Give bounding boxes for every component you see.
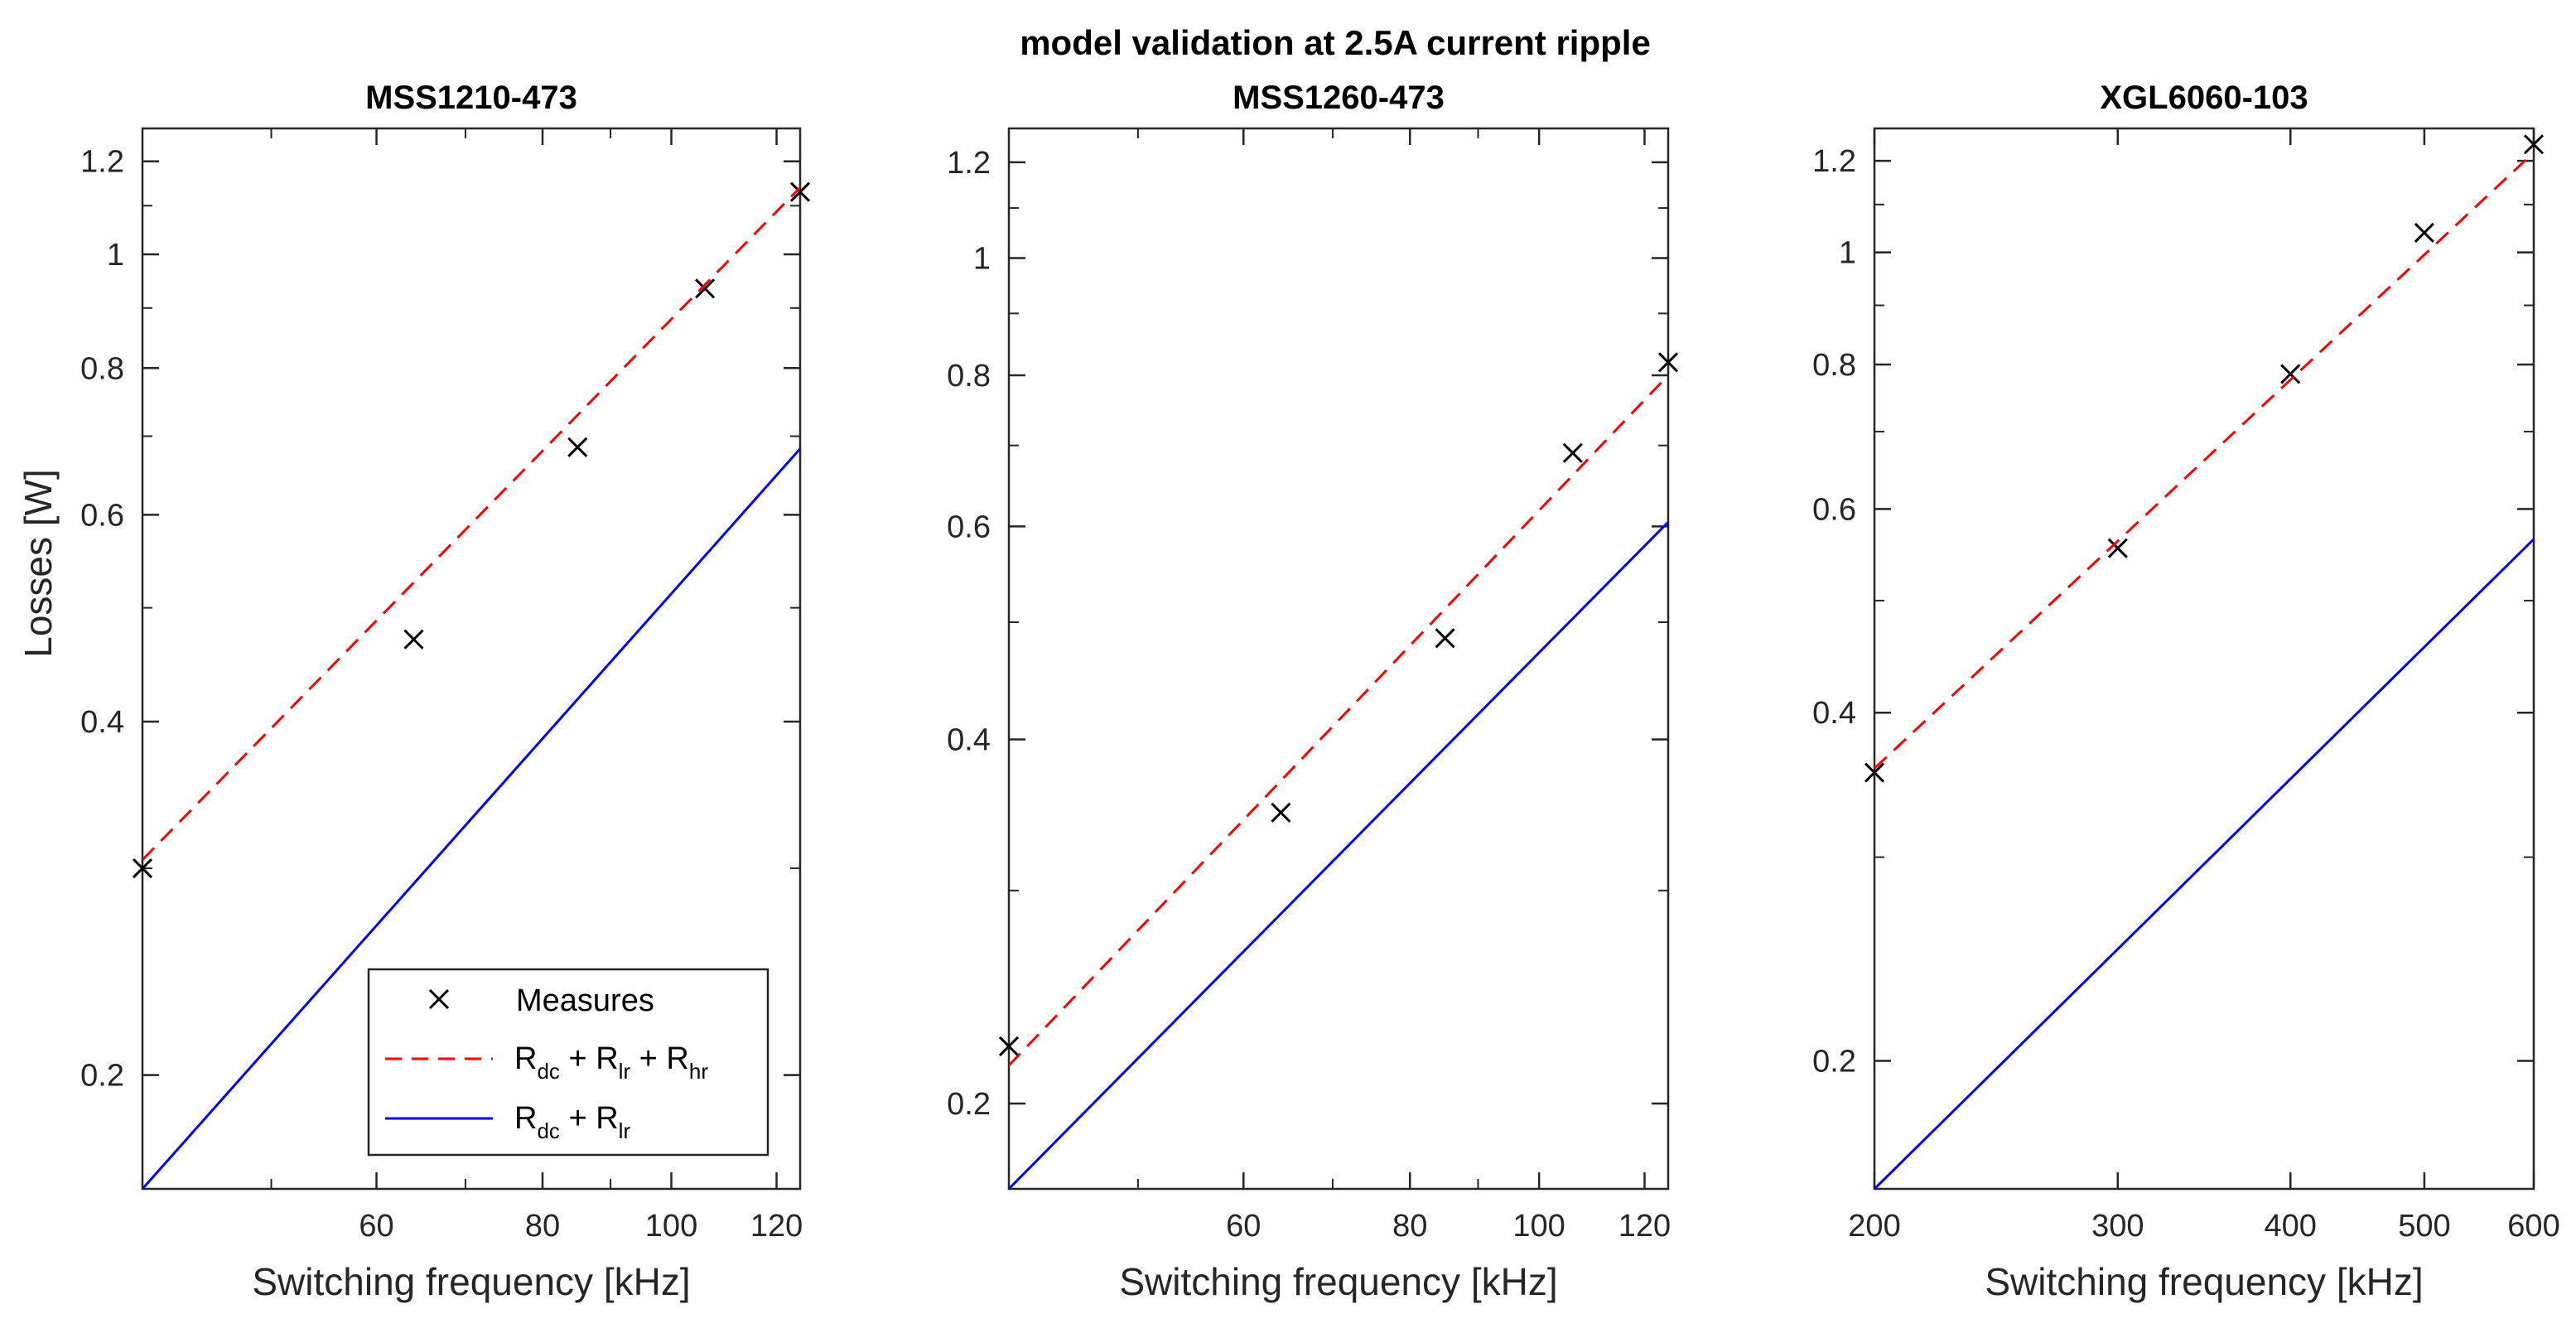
y-tick-label: 0.6 [1812,492,1856,527]
measure-point [567,437,588,457]
axes-box [141,127,802,1191]
y-tick-label: 0.4 [1812,696,1856,731]
figure-title: model validation at 2.5A current ripple [1020,23,1651,62]
measure-point [1271,802,1291,823]
measure-point [998,1036,1020,1057]
legend-label-part: + R [560,1041,619,1076]
series-line-partial-model [1874,538,2534,1189]
panel-1: 60 80 100 120 0.2 0.4 0.6 0.8 1 1.2 MSS1210-473 Swi… [17,80,811,1303]
measure-point [1562,442,1583,463]
measure-point [132,857,153,879]
y-tick-label: 0.4 [80,705,124,740]
legend-marker [428,988,450,1010]
legend-label-part: R [514,1041,537,1076]
x-axis-label: Switching frequency [kHz] [1119,1260,1557,1303]
subplot-title: MSS1260-473 [1233,80,1445,116]
legend-label-2: Rdc + Rlr [514,1101,630,1143]
y-tick-label: 1.2 [80,145,124,180]
measure-point [1435,628,1455,649]
subplot-title: MSS1210-473 [365,80,577,116]
legend-label-part: dc [537,1059,559,1084]
measure-point [403,629,424,650]
x-tick-label: 300 [2091,1209,2144,1244]
legend-label-part: hr [689,1059,708,1084]
y-tick-label: 1 [1839,236,1856,271]
series-line-full-model [1009,374,1668,1067]
x-tick-label: 600 [2507,1209,2559,1244]
y-tick-label: 0.2 [80,1059,124,1094]
x-tick-label: 200 [1848,1209,1900,1244]
series-line-partial-model [1009,521,1668,1189]
axes-box [1007,127,1670,1191]
measure-point [695,278,716,299]
x-tick-label: 100 [1512,1209,1565,1244]
axes-box [1873,127,2535,1191]
measure-point [2107,538,2128,558]
legend-label-part: + R [630,1041,689,1076]
x-tick-label: 80 [525,1209,560,1244]
x-tick-label: 80 [1392,1209,1427,1244]
series-line-full-model [142,186,800,861]
legend-label-part: lr [619,1118,631,1143]
panel-3: 200 300 400 500 600 0.2 0.4 0.6 0.8 1 1.2 XGL6060-1… [1812,80,2560,1303]
legend-label-part: lr [619,1059,631,1084]
series-line-partial-model [142,447,800,1189]
x-axis-label: Switching frequency [kHz] [1985,1260,2423,1303]
measure-point [1657,352,1679,373]
x-tick-label: 400 [2265,1209,2317,1244]
y-tick-label: 1 [107,238,124,273]
measure-point [2523,134,2545,155]
y-tick-label: 1.2 [947,146,991,181]
x-tick-label: 60 [1226,1209,1261,1244]
legend-label-part: + R [560,1101,619,1136]
x-tick-label: 100 [645,1209,697,1244]
panel-2: 60 80 100 120 0.2 0.4 0.6 0.8 1 1.2 MSS1260-473 Swi… [947,80,1679,1303]
legend-label-part: R [514,1101,537,1136]
x-tick-label: 120 [1618,1209,1671,1244]
y-tick-label: 0.2 [1812,1044,1856,1079]
measure-point [1864,762,1885,783]
subplot-title: XGL6060-103 [2100,80,2308,116]
x-tick-label: 500 [2398,1209,2450,1244]
y-axis-label: Losses [W] [17,469,60,658]
y-tick-label: 0.8 [80,351,124,386]
y-tick-label: 0.4 [947,722,991,757]
measure-point [2414,222,2434,243]
measure-point [789,181,811,202]
legend-label-1: Rdc + Rlr + Rhr [514,1041,708,1084]
legend-label-measures: Measures [516,983,654,1018]
x-tick-label: 120 [750,1209,803,1244]
x-axis-label: Switching frequency [kHz] [252,1260,690,1303]
y-tick-label: 1.2 [1812,144,1856,179]
y-tick-label: 0.6 [947,510,991,544]
legend-box [367,968,769,1157]
measure-point [2280,364,2301,384]
y-tick-label: 1 [973,242,991,277]
series-line-full-model [1874,152,2534,770]
x-tick-label: 60 [359,1209,393,1244]
y-tick-label: 0.8 [1812,348,1856,383]
y-tick-label: 0.6 [80,498,124,533]
y-tick-label: 0.2 [947,1087,991,1122]
legend-label-part: dc [537,1118,559,1143]
y-tick-label: 0.8 [947,359,991,394]
